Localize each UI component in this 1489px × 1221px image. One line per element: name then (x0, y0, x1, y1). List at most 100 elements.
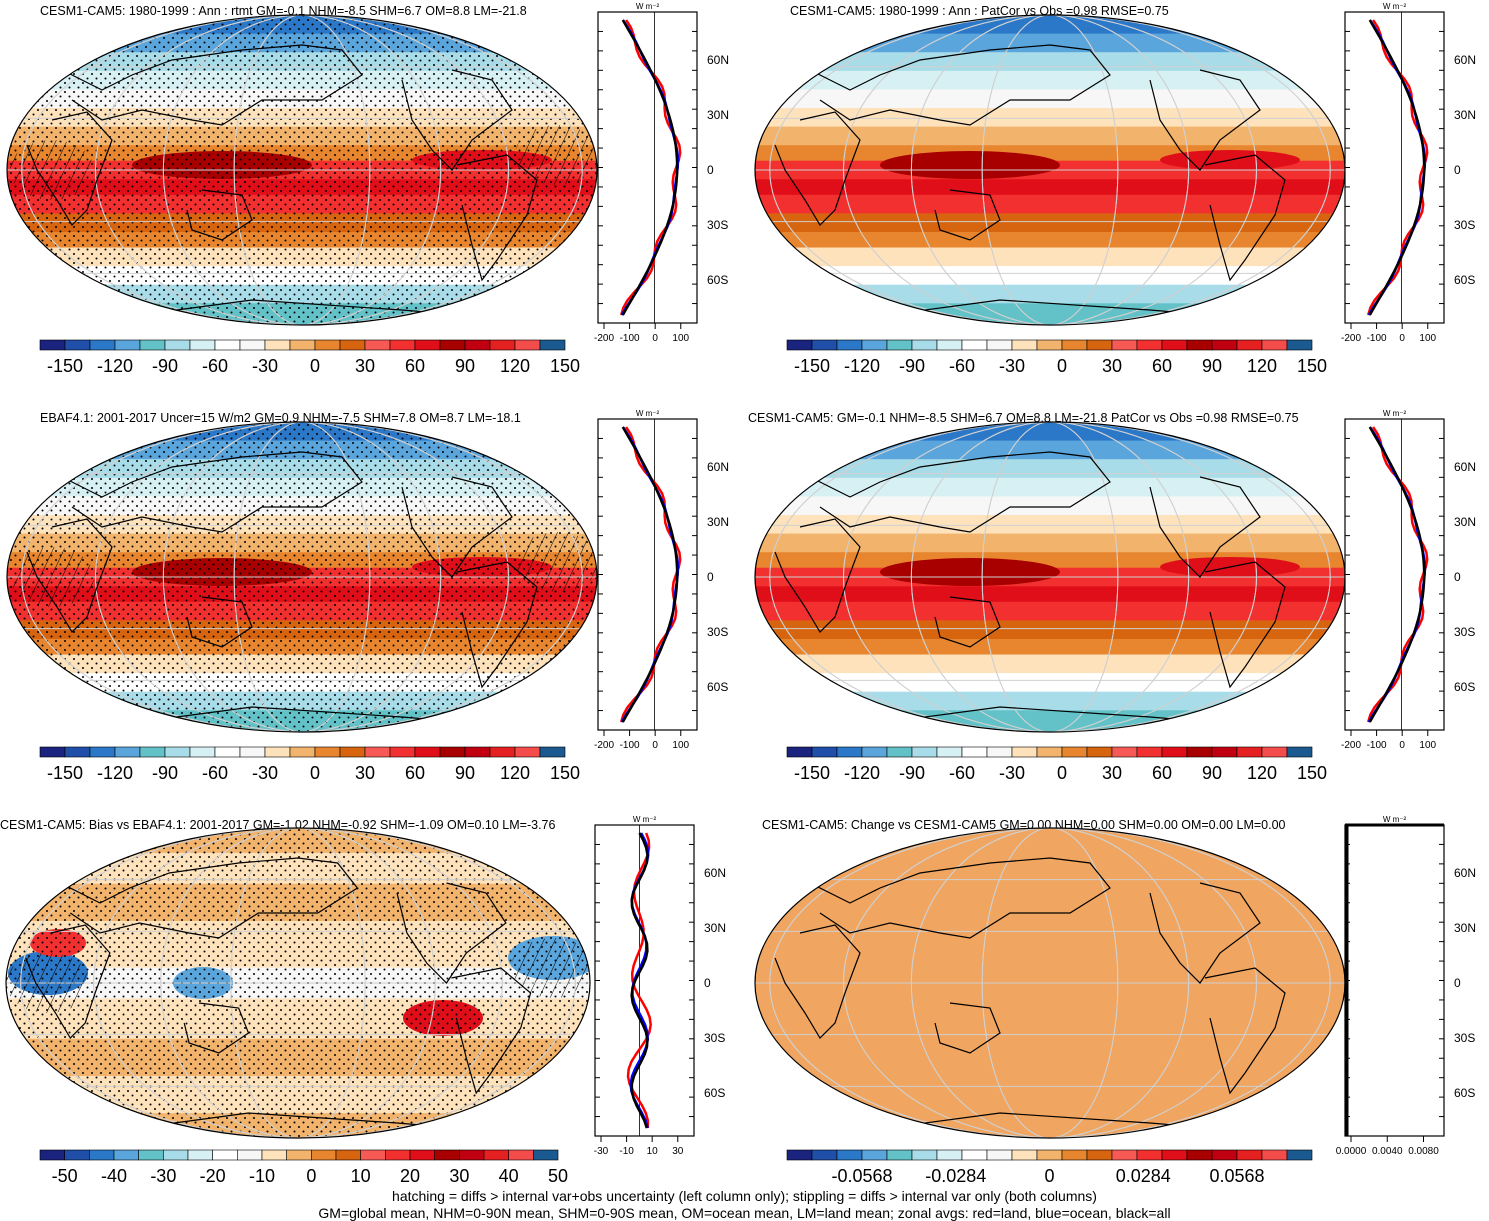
colorbar-box (786, 1149, 813, 1161)
map-band (755, 710, 1345, 732)
colorbar-box (414, 746, 441, 758)
lat-label: 0 (704, 976, 711, 990)
zonal-x-label: 100 (1419, 740, 1436, 751)
zonal-x-label: 10 (647, 1146, 659, 1157)
colorbar-label: -150 (47, 763, 83, 783)
colorbar: -150 -120 -90 -60 -30 0 30 60 90 120 150 (786, 339, 1327, 376)
colorbar-box (1136, 746, 1163, 758)
coastline (183, 1002, 250, 1054)
colorbar-box (264, 339, 291, 351)
lat-label: 60S (1454, 1086, 1475, 1100)
colorbar-box (1136, 1149, 1163, 1161)
colorbar-box (1186, 746, 1213, 758)
colorbar-box (64, 339, 91, 351)
map-band (755, 70, 1345, 91)
lat-label: 30N (707, 515, 729, 529)
colorbar: -150 -120 -90 -60 -30 0 30 60 90 120 150 (39, 746, 580, 783)
zonal-x-label: 100 (672, 333, 689, 344)
colorbar-label: -90 (899, 356, 925, 376)
map-band (755, 639, 1345, 656)
panel-change: CESM1-CAM5: Change vs CESM1-CAM5 GM=0.00… (754, 815, 1476, 1186)
zonal-units: W m⁻² (636, 409, 660, 418)
colorbar-label: 60 (1152, 356, 1172, 376)
colorbar-label: 60 (405, 763, 425, 783)
map-band (755, 247, 1345, 268)
panel-model-clim-2: CESM1-CAM5: GM=-0.1 NHM=-8.5 SHM=6.7 OM=… (748, 409, 1476, 783)
map-band (755, 33, 1345, 54)
colorbar-box (1286, 1149, 1313, 1161)
colorbar-box (138, 1149, 164, 1161)
colorbar-box (164, 746, 191, 758)
lat-label: 0 (707, 570, 714, 584)
colorbar: -150 -120 -90 -60 -30 0 30 60 90 120 150 (786, 746, 1327, 783)
map-band (755, 586, 1345, 603)
panel-model-clim: CESM1-CAM5: 1980-1999 : Ann : rtmt GM=-0… (6, 2, 729, 376)
colorbar-box (786, 339, 813, 351)
coastline (789, 44, 1111, 126)
lat-label: 0 (707, 163, 714, 177)
map-band (755, 284, 1345, 305)
colorbar-box (1261, 746, 1288, 758)
zonal-units: W m⁻² (633, 815, 657, 824)
colorbar-box (1036, 1149, 1063, 1161)
zonal-x-label: -10 (619, 1146, 634, 1157)
colorbar-box (1161, 746, 1188, 758)
colorbar-box (64, 746, 91, 758)
lat-label: 60N (704, 866, 726, 880)
zonal-x-label: 100 (1419, 333, 1436, 344)
colorbar-box (1211, 1149, 1238, 1161)
colorbar-box (1111, 1149, 1138, 1161)
footer-line-2: GM=global mean, NHM=0-90N mean, SHM=0-90… (318, 1205, 1171, 1221)
colorbar-label: 10 (351, 1166, 371, 1186)
zonal-frame (594, 824, 695, 1137)
lat-label: 60N (1454, 53, 1476, 67)
zonal-all-line (1368, 19, 1426, 316)
colorbar-box (1236, 339, 1263, 351)
colorbar-label: 30 (355, 763, 375, 783)
zonal-x-label: 100 (672, 740, 689, 751)
lat-label: 30N (707, 108, 729, 122)
lat-label: 30S (1454, 1031, 1475, 1045)
zonal-panel: W m⁻² 60N 30N 0 30S 60S -200 -100 0 100 (594, 2, 729, 344)
zonal-x-label: -200 (1341, 740, 1361, 751)
lat-label: 60N (1454, 866, 1476, 880)
colorbar-box (836, 746, 863, 758)
footer-line-1: hatching = diffs > internal var+obs unce… (392, 1188, 1097, 1204)
coastline (934, 1002, 1001, 1054)
map-band (755, 179, 1345, 196)
colorbar-box (936, 1149, 963, 1161)
colorbar-box (811, 339, 838, 351)
map-frame (6, 14, 598, 326)
colorbar-box (139, 339, 166, 351)
coastline (25, 924, 111, 1039)
lat-label: 60S (707, 273, 728, 287)
zonal-panel: W m⁻² 60N 30N 0 30S 60S -200 -100 0 100 (1341, 2, 1476, 344)
colorbar-box (39, 339, 66, 351)
coastline (1204, 967, 1286, 1095)
colorbar-label: 120 (1247, 356, 1277, 376)
coastline (1204, 154, 1286, 282)
colorbar-label: 120 (500, 356, 530, 376)
colorbar-box (786, 746, 813, 758)
colorbar-label: -120 (844, 356, 880, 376)
lat-label: 0 (1454, 570, 1461, 584)
colorbar-box (1236, 746, 1263, 758)
colorbar-label: -60 (202, 763, 228, 783)
colorbar-box (261, 1149, 287, 1161)
map-band (755, 654, 1345, 675)
lat-label: 60S (704, 1086, 725, 1100)
colorbar-box (339, 746, 366, 758)
zonal-all-line (621, 426, 679, 723)
colorbar-label: -20 (200, 1166, 226, 1186)
colorbar-label: -90 (152, 763, 178, 783)
colorbar-box (861, 746, 888, 758)
colorbar-box (1061, 339, 1088, 351)
zonal-units: W m⁻² (1383, 815, 1407, 824)
colorbar-box (364, 339, 391, 351)
colorbar-box (139, 746, 166, 758)
colorbar-box (464, 746, 491, 758)
zonal-units: W m⁻² (636, 2, 660, 11)
colorbar-box (1011, 746, 1038, 758)
colorbar-box (1086, 1149, 1113, 1161)
colorbar-label: -30 (999, 356, 1025, 376)
